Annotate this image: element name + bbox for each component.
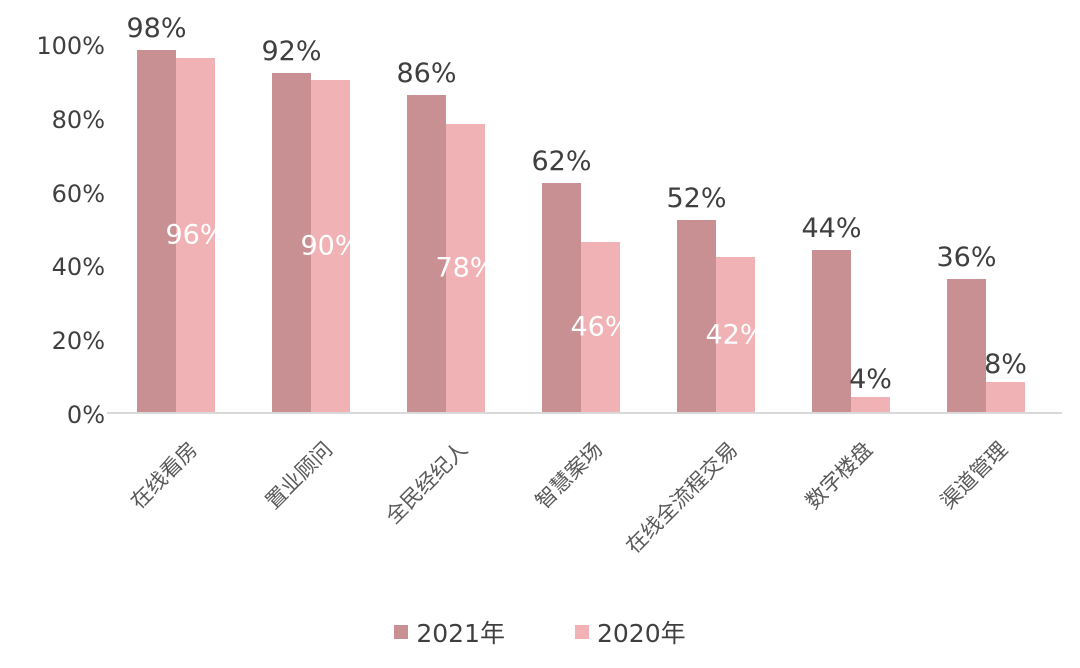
legend-label-2021: 2021年 <box>416 619 505 648</box>
category-label-数字楼盘: 数字楼盘 <box>800 437 878 514</box>
category-label-全民经纪人: 全民经纪人 <box>381 437 473 529</box>
data-label-2021: 86% <box>396 57 457 89</box>
y-axis-tick-label: 80% <box>51 105 105 134</box>
y-axis-tick-label: 0% <box>66 401 105 429</box>
data-label-2020: 42% <box>705 319 766 350</box>
legend-swatch-2021 <box>394 625 409 639</box>
y-axis-tick-label: 40% <box>51 253 105 282</box>
data-label-2021: 44% <box>801 212 862 244</box>
category-label-智慧案场: 智慧案场 <box>530 437 608 514</box>
legend-label-2020: 2020年 <box>597 619 686 648</box>
bar-2021-全民经纪人 <box>407 94 446 412</box>
data-label-2021: 92% <box>261 35 322 67</box>
y-axis-tick-label: 100% <box>36 32 105 60</box>
x-axis-line <box>107 412 1062 414</box>
data-label-2020: 78% <box>435 252 496 284</box>
category-label-在线全流程交易: 在线全流程交易 <box>621 437 743 559</box>
data-label-2021: 98% <box>126 13 187 45</box>
bar-2020-置业顾问 <box>311 79 350 412</box>
bar-2020-在线全流程交易 <box>716 257 755 412</box>
y-axis-tick-label: 20% <box>51 327 105 356</box>
data-label-2020: 46% <box>570 311 631 343</box>
data-label-2021: 36% <box>936 242 997 274</box>
category-label-在线看房: 在线看房 <box>125 437 203 514</box>
bar-2020-渠道管理 <box>986 382 1025 412</box>
bar-2021-在线全流程交易 <box>677 220 716 412</box>
category-label-置业顾问: 置业顾问 <box>260 437 338 514</box>
bar-2020-全民经纪人 <box>446 124 485 412</box>
y-axis-tick-label: 60% <box>51 179 105 208</box>
bar-2021-在线看房 <box>137 50 176 412</box>
legend-swatch-2020 <box>575 625 589 639</box>
bar-2021-渠道管理 <box>947 279 986 412</box>
bar-2020-数字楼盘 <box>851 397 890 412</box>
bar-2021-置业顾问 <box>272 72 311 412</box>
bar-2020-智慧案场 <box>581 242 620 412</box>
data-label-2021: 62% <box>531 146 592 178</box>
bar-2021-数字楼盘 <box>812 249 851 412</box>
category-label-渠道管理: 渠道管理 <box>935 437 1013 514</box>
data-label-2020: 90% <box>300 230 361 262</box>
data-label-2021: 52% <box>666 183 727 215</box>
bar-2020-在线看房 <box>176 57 215 412</box>
data-label-2020: 96% <box>165 219 226 251</box>
bar-2021-智慧案场 <box>542 183 581 412</box>
data-label-2020: 8% <box>984 349 1027 381</box>
legend-item-2021: 2021年 <box>394 614 505 650</box>
legend: 2021年 2020年 <box>0 614 1080 650</box>
data-label-2020: 4% <box>849 364 892 396</box>
legend-item-2020: 2020年 <box>575 614 686 650</box>
